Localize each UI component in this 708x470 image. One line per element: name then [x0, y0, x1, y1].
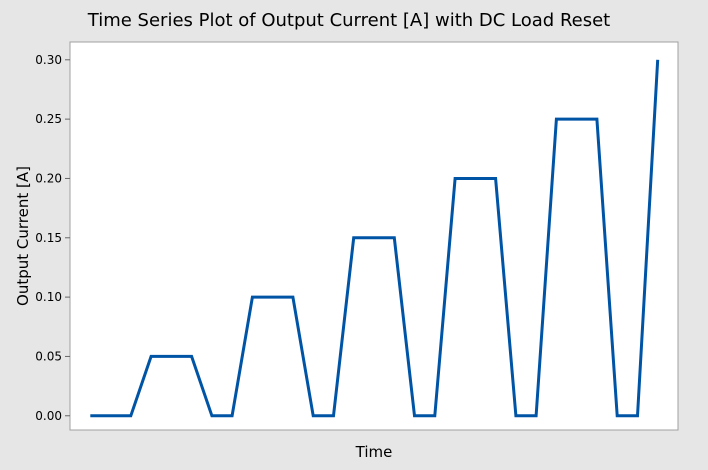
series-layer [90, 59, 660, 418]
chart-title: Time Series Plot of Output Current [A] w… [87, 10, 610, 31]
y-tick-label: 0.15 [35, 231, 62, 245]
y-axis-label: Output Current [A] [14, 166, 32, 306]
y-tick-label: 0.10 [35, 290, 62, 304]
y-axis: 0.00 0.05 0.10 0.15 0.20 0.25 0.30 [35, 53, 70, 423]
y-tick-label: 0.30 [35, 53, 62, 67]
y-tick-label: 0.20 [35, 171, 62, 185]
plot-area [69, 41, 679, 431]
y-tick-label: 0.05 [35, 349, 62, 363]
y-tick-label: 0.25 [35, 112, 62, 126]
x-axis-label: Time [355, 443, 393, 461]
y-tick-label: 0.00 [35, 409, 62, 423]
